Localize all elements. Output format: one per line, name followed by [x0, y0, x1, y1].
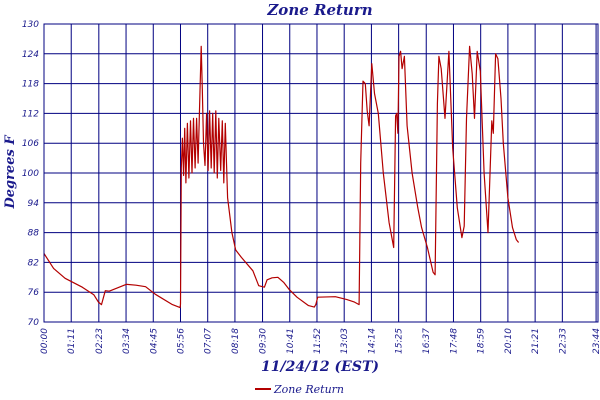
legend: Zone Return: [255, 383, 344, 396]
series-line-zone-return: [43, 45, 520, 309]
x-tick-label: 07:07: [204, 328, 214, 354]
y-tick-label: 130: [22, 20, 39, 30]
y-tick-label: 100: [22, 169, 39, 179]
y-tick-label: 88: [28, 229, 40, 239]
grid: [43, 23, 598, 323]
x-tick-label: 01:11: [67, 328, 77, 354]
x-tick-label: 02:23: [95, 328, 105, 354]
x-tick-label: 22:33: [558, 328, 568, 354]
y-tick-labels: 70 76 82 88 94 100 106 112 118 124 130: [22, 20, 39, 328]
x-tick-label: 13:03: [340, 328, 350, 354]
x-tick-label: 04:45: [149, 328, 159, 354]
y-tick-label: 106: [22, 139, 39, 149]
y-tick-label: 70: [28, 318, 40, 328]
chart-title: Zone Return: [266, 1, 372, 19]
x-tick-label: 08:18: [231, 328, 241, 354]
x-tick-label: 00:00: [40, 328, 50, 354]
plot-border: [43, 23, 599, 323]
y-tick-label: 82: [28, 258, 40, 268]
y-tick-label: 94: [28, 199, 40, 209]
x-tick-label: 15:25: [395, 328, 405, 354]
x-tick-label: 14:14: [367, 328, 377, 354]
x-tick-label: 17:48: [449, 328, 459, 354]
x-tick-label: 09:30: [259, 328, 269, 354]
series-layer: [43, 45, 520, 309]
x-tick-label: 03:34: [122, 328, 132, 354]
x-tick-label: 05:56: [176, 328, 186, 354]
x-tick-label: 16:37: [422, 328, 432, 354]
y-tick-label: 124: [22, 50, 39, 60]
x-tick-label: 11:52: [313, 328, 323, 354]
y-tick-label: 118: [22, 80, 39, 90]
x-tick-label: 18:59: [477, 328, 487, 354]
x-tick-labels: 00:00 01:11 02:23 03:34 04:45 05:56 07:07 08:18…: [40, 328, 600, 354]
x-axis-title: 11/24/12 (EST): [261, 359, 379, 375]
y-axis-title: Degrees F: [3, 135, 18, 210]
y-tick-label: 76: [28, 288, 40, 298]
y-tick-label: 112: [22, 109, 39, 119]
x-tick-label: 23:44: [592, 328, 600, 354]
x-tick-label: 21:21: [531, 328, 541, 354]
legend-label: Zone Return: [273, 383, 344, 396]
x-tick-label: 20:10: [504, 328, 514, 354]
x-tick-label: 10:41: [286, 328, 296, 354]
